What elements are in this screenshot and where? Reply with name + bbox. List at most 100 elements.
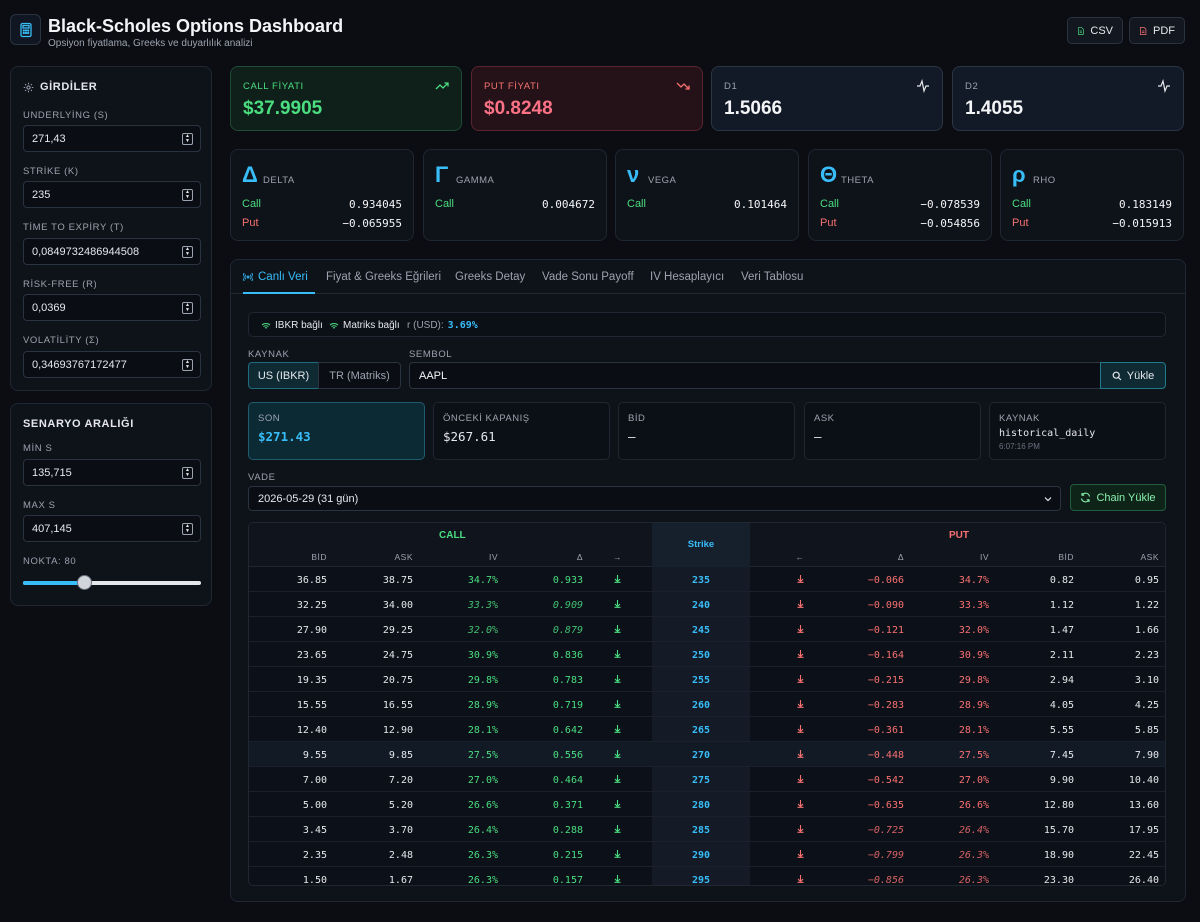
put-select-arrow-icon[interactable] [750,624,850,636]
pdf-export-button[interactable]: PDF [1129,17,1185,44]
put-delta-cell: −0.283 [867,700,904,711]
spinner-icon[interactable]: ▲ ▼ [182,133,193,145]
call-delta-cell: 0.464 [552,775,583,786]
call-delta-cell: 0.783 [552,675,583,686]
call-select-arrow-icon[interactable] [583,774,652,786]
option-chain-table: CALL PUT BİD ASK IV Δ → ← Δ IV BİD ASK Strike 36.… [248,522,1166,886]
put-select-arrow-icon[interactable] [750,749,850,761]
table-row[interactable]: 5.00 5.20 26.6% 0.371 280 −0.635 26.6% 12.80 13.… [249,792,1165,817]
put-select-arrow-icon[interactable] [750,699,850,711]
put-select-arrow-icon[interactable] [750,774,850,786]
csv-export-button[interactable]: CSV [1067,17,1123,44]
tab-data-table[interactable]: Veri Tablosu [741,271,804,283]
column-header: → [613,552,622,562]
call-bid-cell: 32.25 [296,600,327,611]
slider-thumb[interactable] [76,575,92,590]
load-chain-button[interactable]: Chain Yükle [1070,484,1166,511]
points-slider[interactable] [23,575,201,590]
call-select-arrow-icon[interactable] [583,599,652,611]
call-iv-cell: 30.9% [467,650,498,661]
call-select-arrow-icon[interactable] [583,874,652,885]
expiry-input[interactable] [32,246,182,258]
call-select-arrow-icon[interactable] [583,799,652,811]
tab-iv-calculator[interactable]: IV Hesaplayıcı [650,271,725,283]
strike-field[interactable]: ▲▼ [23,181,201,208]
column-header: BİD [1058,552,1074,562]
put-select-arrow-icon[interactable] [750,874,850,885]
greek-symbol: Δ [242,162,258,187]
load-symbol-button[interactable]: Yükle [1100,362,1166,389]
quote-source-time: 6:07:16 PM [999,442,1040,451]
source-tr-button[interactable]: TR (Matriks) [318,362,401,389]
table-row[interactable]: 12.40 12.90 28.1% 0.642 265 −0.361 28.1% 5.55 5.… [249,717,1165,742]
max-s-input[interactable] [32,523,182,535]
greek-put-label: Put [242,217,259,229]
table-row[interactable]: 7.00 7.20 27.0% 0.464 275 −0.542 27.0% 9.90 10.4… [249,767,1165,792]
min-s-input[interactable] [32,467,182,479]
put-select-arrow-icon[interactable] [750,724,850,736]
expiry-select[interactable]: 2026-05-29 (31 gün) [248,486,1061,511]
strike-cell: 285 [691,825,711,836]
volatility-field[interactable]: ▲▼ [23,351,201,378]
call-select-arrow-icon[interactable] [583,674,652,686]
put-select-arrow-icon[interactable] [750,824,850,836]
put-select-arrow-icon[interactable] [750,799,850,811]
spinner-icon[interactable]: ▲ ▼ [182,523,193,535]
strike-input[interactable] [32,189,182,201]
quote-source-value: historical_daily [999,428,1096,439]
call-select-arrow-icon[interactable] [583,724,652,736]
column-header: Δ [576,552,583,562]
call-iv-cell: 26.4% [467,825,498,836]
table-row[interactable]: 23.65 24.75 30.9% 0.836 250 −0.164 30.9% 2.11 2.… [249,642,1165,667]
greek-call-value: 0.934045 [349,198,402,211]
spinner-icon[interactable]: ▲ ▼ [182,189,193,201]
strike-cell: 255 [691,675,711,686]
table-row[interactable]: 2.35 2.48 26.3% 0.215 290 −0.799 26.3% 18.90 22.… [249,842,1165,867]
table-row[interactable]: 1.50 1.67 26.3% 0.157 295 −0.856 26.3% 23.30 26.… [249,867,1165,885]
underlying-field[interactable]: ▲▼ [23,125,201,152]
expiry-field[interactable]: ▲▼ [23,238,201,265]
volatility-input[interactable] [32,359,182,371]
put-bid-cell: 1.12 [1049,600,1074,611]
spinner-icon[interactable]: ▲ ▼ [182,467,193,479]
put-select-arrow-icon[interactable] [750,574,850,586]
min-s-field[interactable]: ▲▼ [23,459,201,486]
symbol-input[interactable] [419,370,1019,382]
put-ask-cell: 17.95 [1128,825,1159,836]
put-select-arrow-icon[interactable] [750,599,850,611]
symbol-field[interactable] [409,362,1101,389]
table-row[interactable]: 3.45 3.70 26.4% 0.288 285 −0.725 26.4% 15.70 17.… [249,817,1165,842]
spinner-icon[interactable]: ▲ ▼ [182,302,193,314]
call-select-arrow-icon[interactable] [583,624,652,636]
put-select-arrow-icon[interactable] [750,649,850,661]
max-s-field[interactable]: ▲▼ [23,515,201,542]
spinner-icon[interactable]: ▲ ▼ [182,359,193,371]
source-us-button[interactable]: US (IBKR) [248,362,319,389]
riskfree-input[interactable] [32,302,182,314]
tab-live-data[interactable]: Canlı Veri [243,260,315,294]
put-select-arrow-icon[interactable] [750,674,850,686]
call-select-arrow-icon[interactable] [583,574,652,586]
put-select-arrow-icon[interactable] [750,849,850,861]
spinner-icon[interactable]: ▲ ▼ [182,246,193,258]
table-row[interactable]: 36.85 38.75 34.7% 0.933 235 −0.066 34.7% 0.82 0.… [249,567,1165,592]
call-ask-cell: 29.25 [382,625,413,636]
call-select-arrow-icon[interactable] [583,749,652,761]
table-row[interactable]: 19.35 20.75 29.8% 0.783 255 −0.215 29.8% 2.94 3.… [249,667,1165,692]
d2-label: D2 [965,81,979,92]
tab-expiry-payoff[interactable]: Vade Sonu Payoff [542,271,634,283]
call-delta-cell: 0.719 [552,700,583,711]
call-select-arrow-icon[interactable] [583,699,652,711]
riskfree-field[interactable]: ▲▼ [23,294,201,321]
underlying-input[interactable] [32,133,182,145]
call-select-arrow-icon[interactable] [583,649,652,661]
table-row[interactable]: 15.55 16.55 28.9% 0.719 260 −0.283 28.9% 4.05 4.… [249,692,1165,717]
table-row[interactable]: 27.90 29.25 32.0% 0.879 245 −0.121 32.0% 1.47 1.… [249,617,1165,642]
strike-cell: 250 [691,650,711,661]
call-select-arrow-icon[interactable] [583,824,652,836]
tab-greeks-detail[interactable]: Greeks Detay [455,271,526,283]
table-row[interactable]: 9.55 9.85 27.5% 0.556 270 −0.448 27.5% 7.45 7.90 [249,742,1165,767]
tab-price-greeks-curves[interactable]: Fiyat & Greeks Eğrileri [326,271,442,283]
call-select-arrow-icon[interactable] [583,849,652,861]
table-row[interactable]: 32.25 34.00 33.3% 0.909 240 −0.090 33.3% 1.12 1.… [249,592,1165,617]
